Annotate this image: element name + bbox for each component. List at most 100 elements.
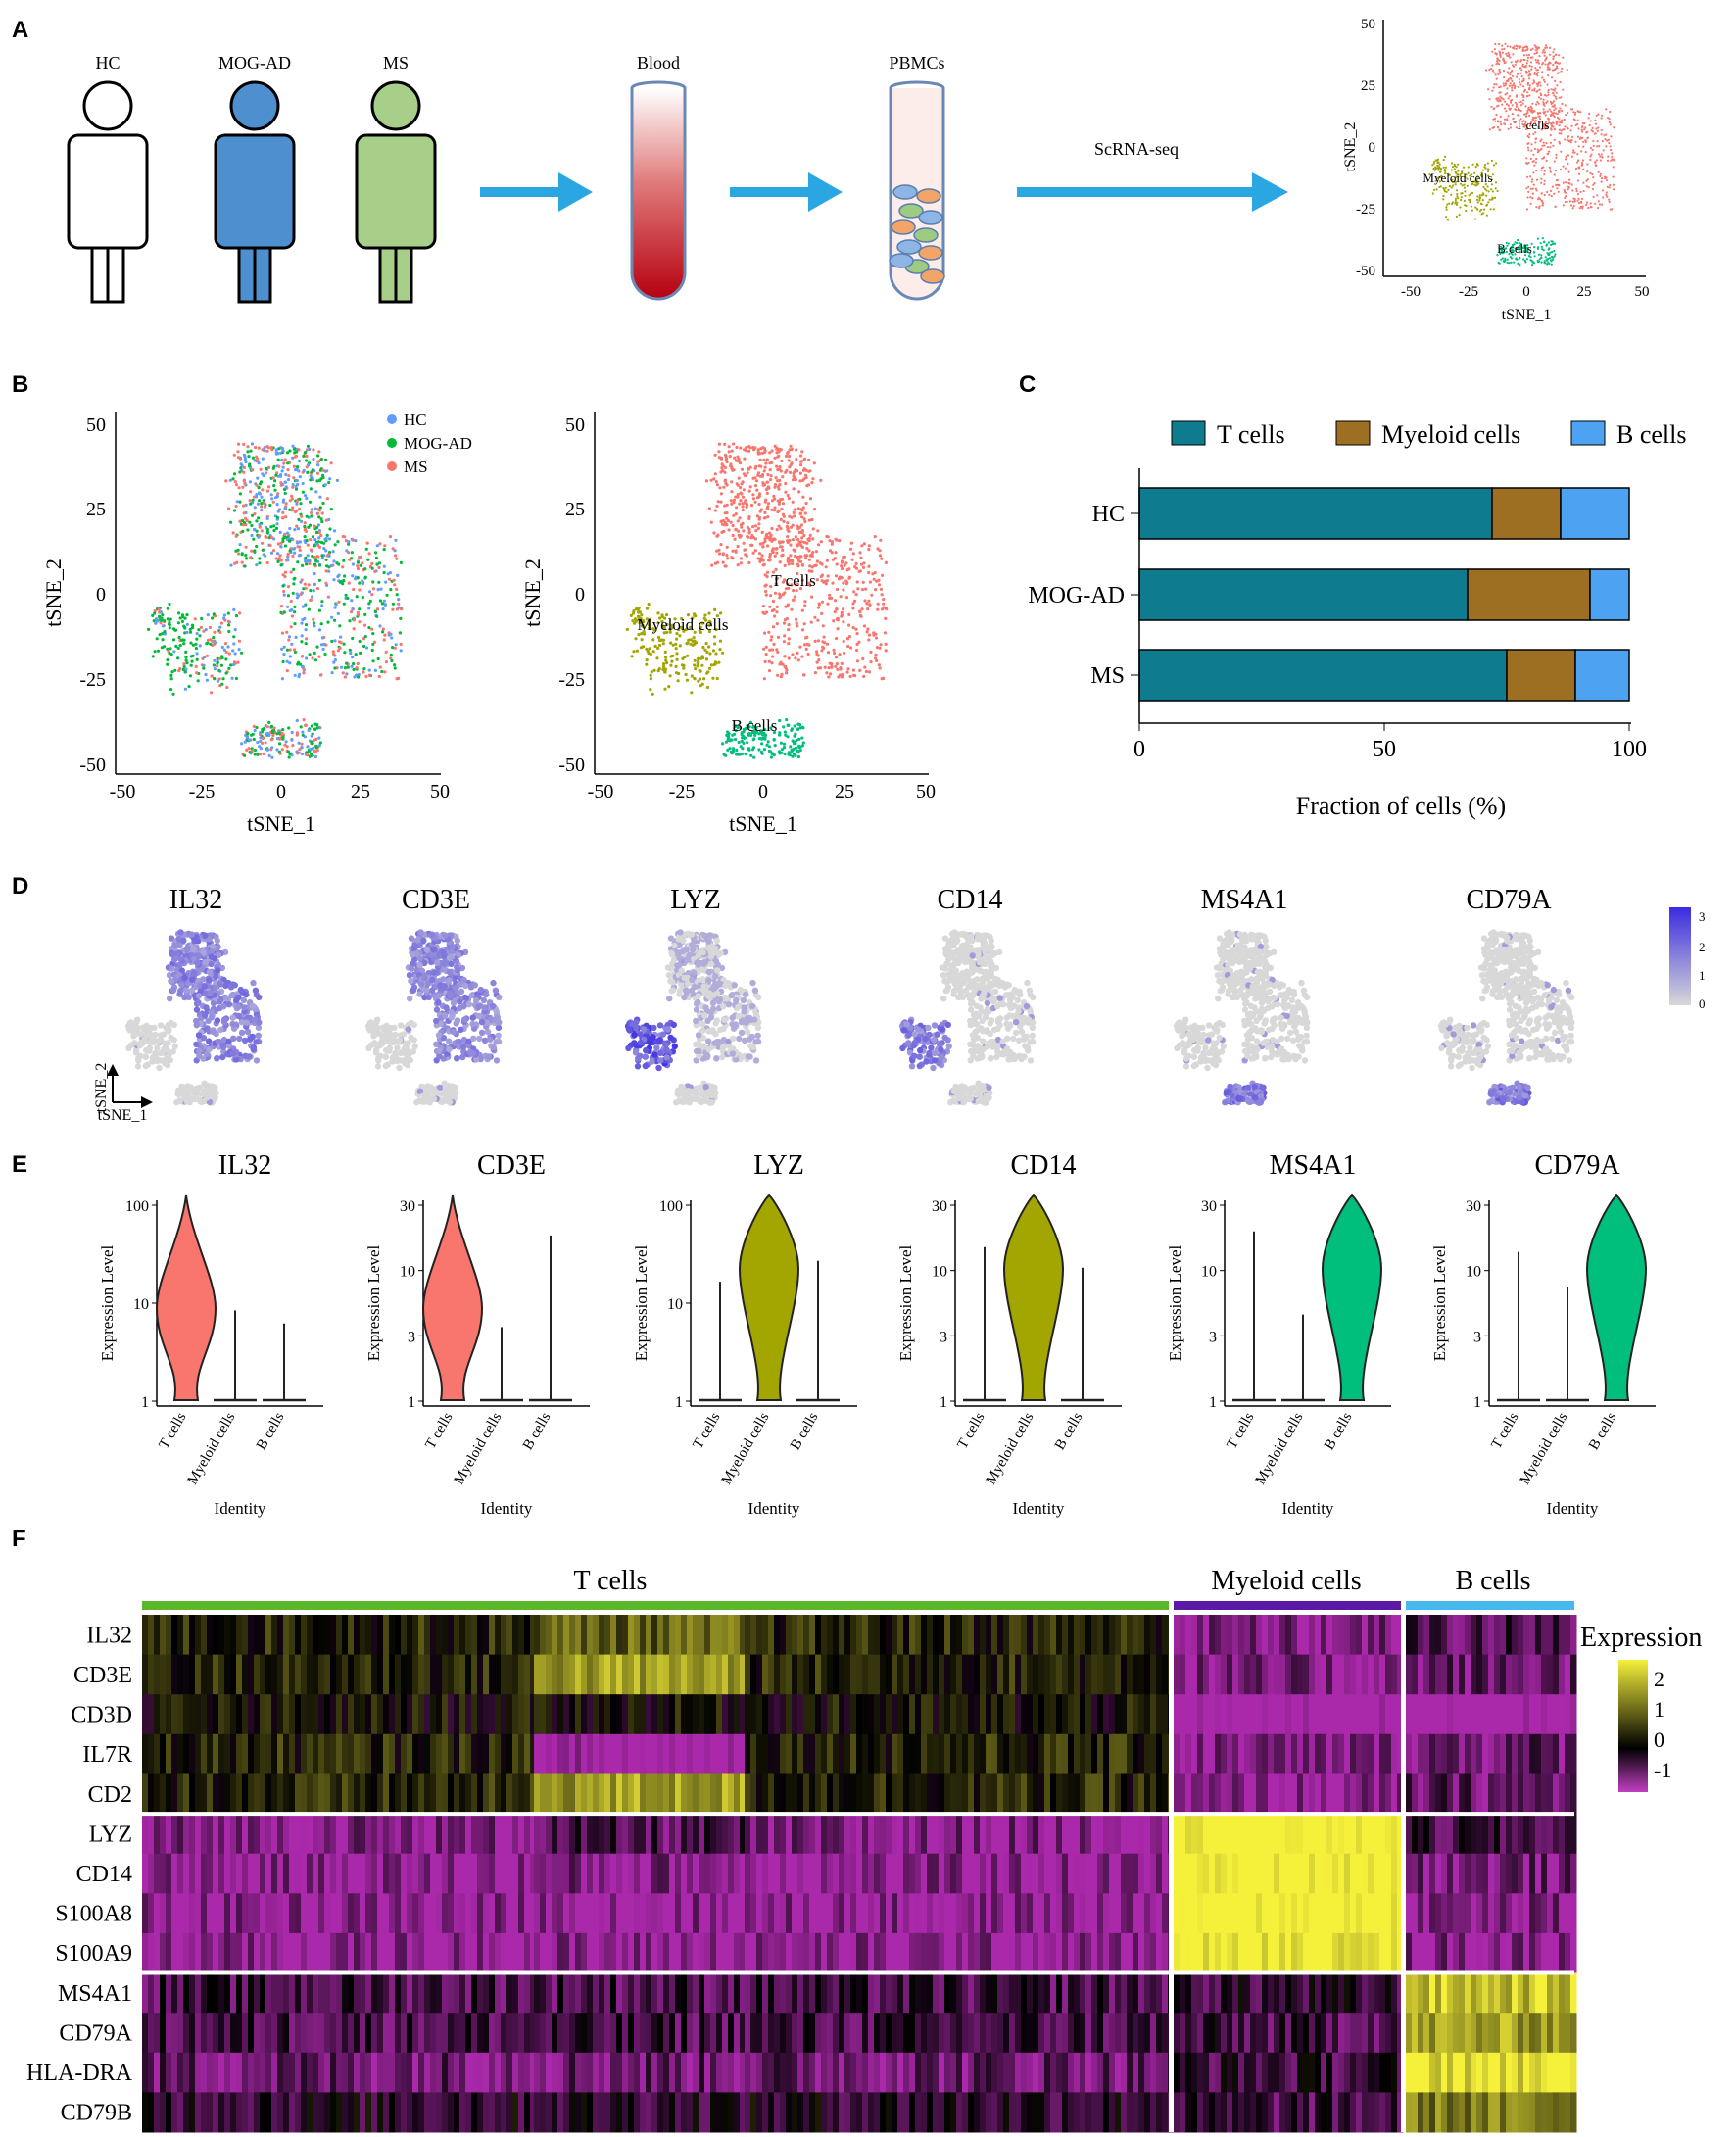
tsne-point <box>1551 185 1554 188</box>
tsne-point <box>257 486 261 490</box>
tsne-point <box>796 722 800 726</box>
tsne-point <box>709 478 713 482</box>
tsne-point <box>1493 196 1497 199</box>
bar-legend-swatch-t <box>1171 420 1206 446</box>
tsne-point <box>286 750 290 753</box>
tsne-point <box>729 462 733 466</box>
tsne-point <box>284 507 288 510</box>
tsne-point <box>180 619 184 624</box>
tsne-point <box>1608 121 1611 124</box>
tsne-point <box>1573 119 1576 121</box>
feature-point <box>247 1036 254 1043</box>
tsne-overview-ytick: 25 <box>1361 78 1375 94</box>
tsne-point <box>831 581 835 585</box>
tsne-point <box>1521 102 1524 105</box>
tsne-point <box>258 525 262 529</box>
tsne-point <box>1542 98 1545 101</box>
tsne-point <box>1485 69 1488 72</box>
tsne-point <box>1591 126 1594 129</box>
tsne-point <box>725 545 729 549</box>
tsne-point <box>378 542 382 546</box>
tsne-point <box>293 673 297 677</box>
tsne-point <box>1597 170 1600 173</box>
tsne-point <box>1603 134 1606 137</box>
tsne-point <box>748 485 752 489</box>
tsne-point <box>161 638 165 642</box>
tsne-point <box>283 458 287 461</box>
tsne-point <box>766 740 770 744</box>
tsne-point <box>1600 133 1603 136</box>
tsne-point <box>1508 84 1511 87</box>
feature-point <box>208 960 215 967</box>
legend-dot-mog-ad <box>387 438 397 448</box>
tsne-point <box>1504 100 1507 103</box>
tsne-point <box>1576 179 1580 182</box>
tsne-point <box>1507 72 1510 74</box>
tsne-point <box>1506 244 1509 247</box>
tsne-point <box>334 603 338 607</box>
tsne-point <box>1543 54 1546 57</box>
tsne-point <box>169 653 173 656</box>
tsne-point <box>185 630 189 635</box>
tsne-point <box>1569 129 1572 132</box>
tsne-point <box>838 653 842 656</box>
tsne-point <box>640 638 644 642</box>
tsne-point <box>362 623 367 627</box>
tsne-point <box>390 658 394 663</box>
tsne-point <box>1584 139 1587 142</box>
tsne-point <box>796 562 800 566</box>
tsne-point <box>384 580 388 584</box>
tsne-point <box>783 664 787 669</box>
tsne-point <box>1508 262 1511 265</box>
tsne-point <box>340 665 344 669</box>
tsne-point <box>736 544 740 549</box>
tsne-point <box>226 645 230 649</box>
tsne-point <box>286 605 290 608</box>
tsne-point <box>265 489 269 493</box>
tsne-point <box>1500 249 1504 252</box>
tsne-point <box>218 630 222 635</box>
tsne-point <box>727 732 731 736</box>
tsne-point <box>1573 151 1576 154</box>
tsne-point <box>281 728 285 732</box>
tsne-point <box>1540 254 1543 257</box>
tsne-point <box>1483 166 1486 169</box>
feature-point <box>225 1000 233 1008</box>
tsne-point <box>860 607 864 611</box>
tsne-point <box>1548 108 1551 111</box>
tsne-point <box>389 653 393 657</box>
feature-point <box>188 931 195 938</box>
tsne-point <box>1514 101 1517 104</box>
tsne-point <box>1515 44 1518 47</box>
tsne-point <box>1478 210 1481 213</box>
tsne-point <box>350 599 354 603</box>
tsne-point <box>698 668 701 673</box>
tsne-point <box>363 612 367 617</box>
tsne-point <box>1473 218 1476 220</box>
feature-point <box>173 1099 180 1106</box>
tsne-point <box>249 449 253 453</box>
tsne-point <box>778 560 782 564</box>
tsne-point <box>882 598 886 602</box>
tsne-point <box>765 458 769 461</box>
tsne-point <box>304 723 308 728</box>
tsne-point <box>265 732 268 736</box>
bar-segment <box>1574 649 1630 702</box>
tsne-point <box>256 476 260 480</box>
feature-point <box>252 987 260 994</box>
tsne-point <box>1577 201 1580 205</box>
tsne-point <box>1565 114 1567 117</box>
tsne-by-cluster-xtick: 50 <box>916 781 936 802</box>
tsne-point <box>296 541 300 545</box>
tsne-point <box>683 656 687 659</box>
tsne-point <box>295 502 299 506</box>
tsne-point <box>1455 175 1458 178</box>
tsne-point <box>1452 184 1455 187</box>
tsne-point <box>356 610 360 614</box>
tsne-point <box>774 547 778 551</box>
tsne-point <box>1526 142 1529 145</box>
feature-point <box>190 969 198 976</box>
feature-point <box>436 1047 443 1055</box>
feature-point <box>193 1017 200 1025</box>
tsne-point <box>220 655 224 658</box>
